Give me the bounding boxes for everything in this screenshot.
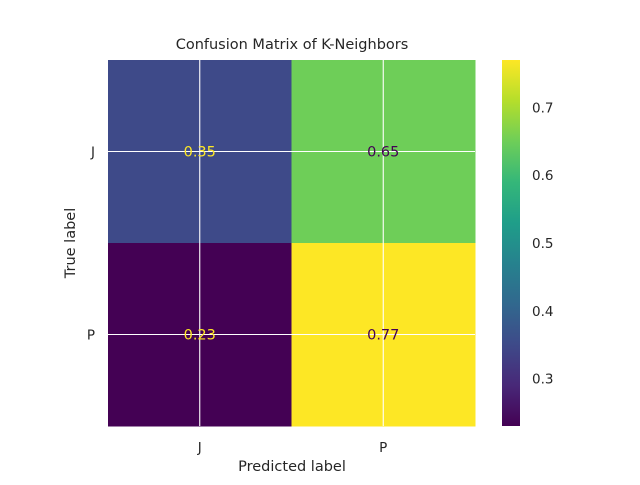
colorbar-tick-label: 0.5	[532, 236, 553, 252]
x-tick-label: J	[197, 440, 202, 456]
heatmap-grid	[108, 60, 475, 426]
colorbar-tick-label: 0.4	[532, 304, 553, 320]
colorbar	[502, 60, 520, 426]
colorbar-tick-label: 0.6	[532, 168, 553, 184]
cell-value-label: 0.65	[367, 145, 399, 161]
x-axis-label: Predicted label	[238, 459, 346, 475]
cell-labels: 0.35 0.65 0.23 0.77	[184, 145, 400, 344]
cell-value-label: 0.35	[184, 145, 216, 161]
y-axis-ticks: JP	[87, 145, 95, 344]
cell-value-label: 0.77	[367, 328, 399, 344]
y-tick-label: J	[90, 145, 95, 161]
chart-title: Confusion Matrix of K-Neighbors	[176, 37, 409, 53]
y-axis-label: True label	[63, 208, 79, 279]
y-tick-label: P	[87, 328, 95, 344]
colorbar-tick-label: 0.3	[532, 372, 553, 388]
colorbar-tick-label: 0.7	[532, 100, 553, 116]
heatmap-cells	[108, 60, 476, 427]
cell-value-label: 0.23	[184, 328, 216, 344]
x-tick-label: P	[379, 440, 387, 456]
colorbar-ticks: 0.3 0.4 0.5 0.6 0.7	[532, 100, 553, 387]
